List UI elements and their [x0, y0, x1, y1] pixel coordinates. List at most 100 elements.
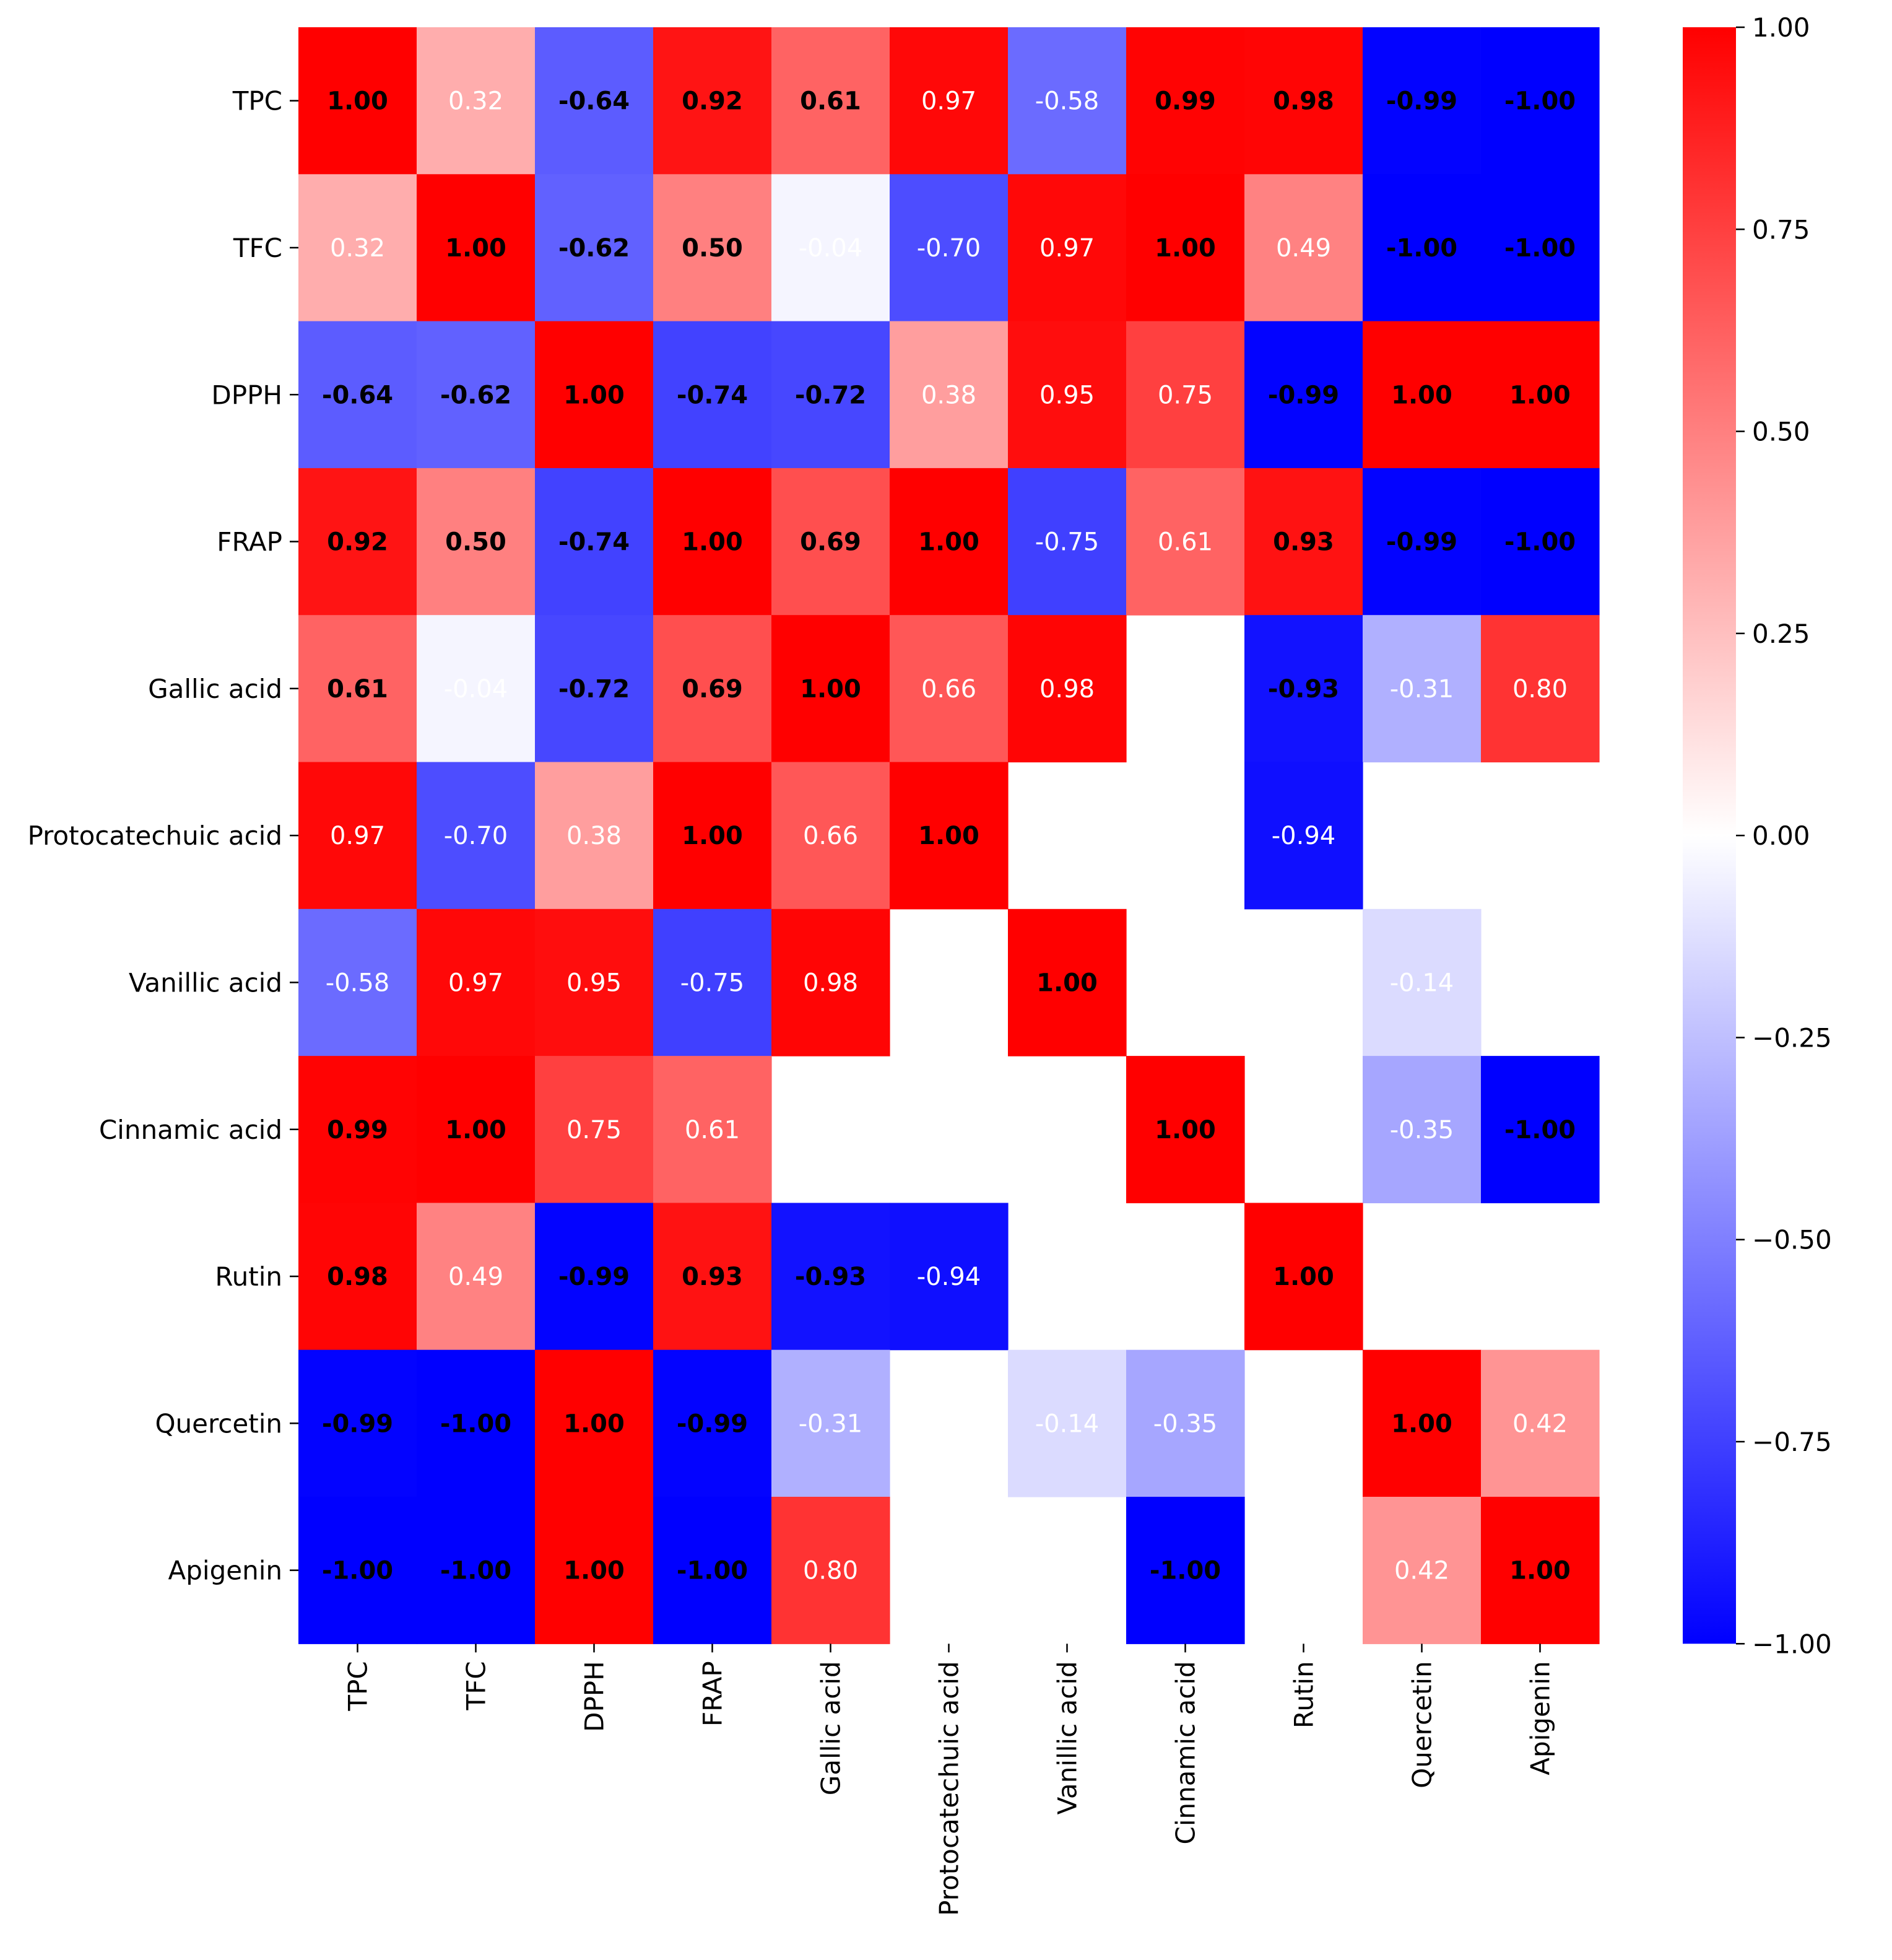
y-tick-label: Gallic acid — [148, 674, 282, 704]
heatmap-cell — [771, 27, 890, 175]
cell-value-label: -0.75 — [1035, 528, 1100, 557]
heatmap-cell — [890, 468, 1009, 616]
heatmap-cell — [417, 615, 536, 763]
cell-value-label: -1.00 — [1504, 87, 1576, 116]
cell-value-label: -0.99 — [1386, 528, 1457, 557]
cell-value-label: -0.99 — [1268, 381, 1339, 409]
cell-value-label: 1.00 — [1391, 381, 1452, 409]
heatmap-cell — [535, 1203, 654, 1351]
heatmap-cell — [1363, 174, 1482, 322]
heatmap-cell — [1363, 1056, 1482, 1203]
cell-value-label: -0.99 — [558, 1263, 630, 1291]
colorbar-tick-label: 0.00 — [1752, 821, 1810, 851]
cell-value-label: 0.42 — [1394, 1557, 1449, 1585]
heatmap-cell — [535, 762, 654, 910]
heatmap-cell — [653, 908, 772, 1056]
cell-value-label: 0.98 — [327, 1263, 388, 1291]
cell-value-label: -0.62 — [440, 381, 511, 409]
heatmap-cell — [1008, 174, 1127, 322]
heatmap-cell — [1126, 1349, 1245, 1497]
heatmap-cell — [535, 1349, 654, 1497]
cell-value-label: 0.98 — [1273, 87, 1334, 116]
cell-value-label: 0.50 — [682, 234, 743, 263]
heatmap-cell — [1363, 615, 1482, 763]
heatmap-cell — [1244, 321, 1363, 469]
heatmap-cell — [1363, 1349, 1482, 1497]
heatmap-cell — [417, 1497, 536, 1644]
cell-value-label: -0.99 — [677, 1409, 748, 1438]
heatmap-cell — [771, 468, 890, 616]
cell-value-label: -0.93 — [1268, 675, 1339, 703]
colorbar-tick-label: −0.25 — [1752, 1022, 1832, 1053]
heatmap-cell — [890, 762, 1009, 910]
cell-value-label: -0.70 — [444, 822, 508, 850]
y-tick-label: Cinnamic acid — [99, 1115, 282, 1145]
cell-value-label: 0.66 — [921, 675, 976, 703]
cell-value-label: -0.72 — [795, 381, 866, 409]
heatmap-cell — [1481, 1497, 1600, 1644]
heatmap-cells — [298, 27, 1600, 1644]
heatmap-cell — [1126, 1056, 1245, 1203]
cell-value-label: 0.93 — [1273, 528, 1334, 557]
cell-value-label: 0.32 — [330, 234, 385, 263]
heatmap-cell — [298, 762, 417, 910]
heatmap-cell — [417, 908, 536, 1056]
cell-value-label: 1.00 — [1509, 381, 1571, 409]
heatmap-cell — [653, 468, 772, 616]
heatmap-cell — [417, 174, 536, 322]
y-tick-label: Apigenin — [168, 1556, 282, 1586]
heatmap-cell — [890, 174, 1009, 322]
cell-value-label: -0.94 — [917, 1263, 981, 1291]
heatmap-cell — [1481, 27, 1600, 175]
x-tick-label: Rutin — [1289, 1661, 1319, 1728]
heatmap-cell — [298, 27, 417, 175]
heatmap-cell — [1126, 174, 1245, 322]
heatmap-cell — [1481, 1056, 1600, 1203]
heatmap-cell — [771, 321, 890, 469]
cell-value-label: 0.61 — [800, 87, 861, 116]
cell-value-label: -1.00 — [1504, 234, 1576, 263]
cell-value-label: 1.00 — [682, 822, 743, 850]
heatmap-cell — [1008, 27, 1127, 175]
heatmap-cell — [535, 27, 654, 175]
heatmap-cell — [1363, 1497, 1482, 1644]
heatmap-cell — [653, 1056, 772, 1203]
cell-value-label: 0.66 — [803, 822, 858, 850]
heatmap-cell — [417, 1056, 536, 1203]
x-tick-label: FRAP — [698, 1661, 728, 1727]
heatmap-cell — [417, 468, 536, 616]
cell-value-label: -1.00 — [1504, 1116, 1576, 1144]
cell-value-label: -0.04 — [799, 234, 863, 263]
heatmap-cell — [535, 468, 654, 616]
heatmap-cell — [1008, 908, 1127, 1056]
heatmap-cell — [298, 1056, 417, 1203]
cell-value-label: -1.00 — [322, 1557, 393, 1585]
cell-value-label: 0.99 — [1155, 87, 1216, 116]
x-tick-label: Quercetin — [1407, 1661, 1438, 1788]
cell-value-label: 0.98 — [803, 969, 858, 997]
heatmap-cell — [535, 1056, 654, 1203]
cell-value-label: 0.49 — [448, 1263, 503, 1291]
x-tick-label: TFC — [461, 1661, 492, 1710]
cell-value-label: 1.00 — [445, 234, 506, 263]
colorbar-tick-label: 1.00 — [1752, 12, 1810, 43]
x-tick-label: Apigenin — [1525, 1661, 1556, 1775]
cell-value-label: 1.00 — [918, 528, 979, 557]
heatmap-cell — [417, 1203, 536, 1351]
cell-value-label: 1.00 — [682, 528, 743, 557]
colorbar: 1.00 0.75 0.50 0.25 0.00 −0.25 −0.50 −0.75 −1.00 — [1683, 12, 1832, 1659]
heatmap-cell — [417, 27, 536, 175]
cell-value-label: -0.35 — [1153, 1409, 1218, 1438]
y-tick-label: Vanillic acid — [129, 967, 282, 998]
heatmap-cell — [890, 1203, 1009, 1351]
cell-value-label: 0.61 — [1158, 528, 1213, 557]
heatmap-cell — [771, 762, 890, 910]
x-axis: TPC TFC DPPH FRAP Gallic acid Protocatechuic … — [343, 1644, 1556, 1916]
heatmap-cell — [653, 615, 772, 763]
x-tick-label: DPPH — [579, 1661, 610, 1732]
heatmap-cell — [1244, 27, 1363, 175]
heatmap-cell — [1126, 321, 1245, 469]
cell-value-label: -0.64 — [558, 87, 630, 116]
cell-value-label: -0.72 — [558, 675, 630, 703]
